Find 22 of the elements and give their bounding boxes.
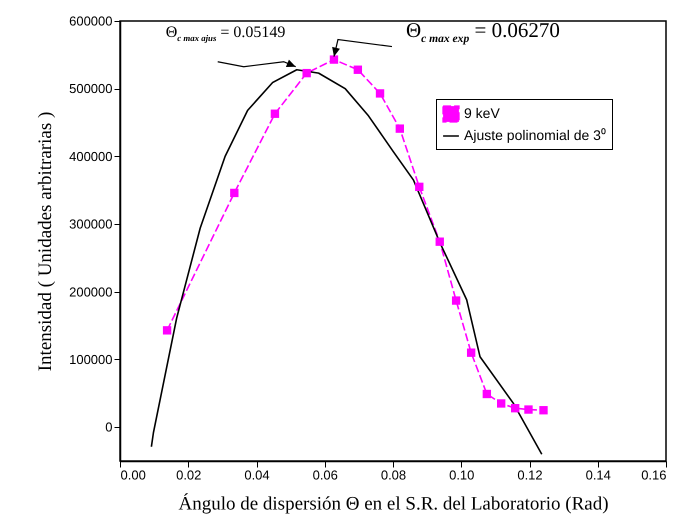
y-tick-label: 600000 — [69, 14, 112, 28]
annotation: Θ$_{c max exp}$ = 0.06270 — [406, 18, 560, 46]
y-tick-label: 0 — [105, 420, 112, 435]
y-tick-label: 100000 — [69, 352, 112, 367]
x-tick-label: 0.04 — [244, 468, 270, 482]
x-tick-label: 0.14 — [586, 468, 611, 482]
x-axis-title: Ángulo de dispersión Θ en el S.R. del Laboratorio (Rad) — [178, 492, 609, 514]
x-tick-label: 0.00 — [120, 468, 146, 482]
x-tick-label: 0.06 — [312, 468, 338, 482]
x-tick-label: 0.12 — [517, 468, 543, 482]
y-tick-label: 200000 — [69, 284, 112, 300]
x-tick-label: 0.02 — [176, 468, 202, 482]
x-tick-label: 0.08 — [380, 468, 406, 482]
annotation: Θ$_{c max ajus}$ = 0.05149 — [166, 24, 286, 43]
y-tick-label: 300000 — [69, 216, 112, 232]
legend-label: Ajuste polinomial de 3⁰ — [464, 127, 606, 143]
y-axis-title: Intensidad ( Unidades arbitrarias ) — [35, 112, 56, 372]
y-tick-label: 400000 — [69, 148, 112, 164]
x-tick-label: 0.16 — [641, 468, 666, 482]
legend-label: 9 keV — [464, 105, 500, 121]
x-tick-label: 0.10 — [449, 468, 474, 482]
y-tick-label: 500000 — [69, 81, 112, 96]
